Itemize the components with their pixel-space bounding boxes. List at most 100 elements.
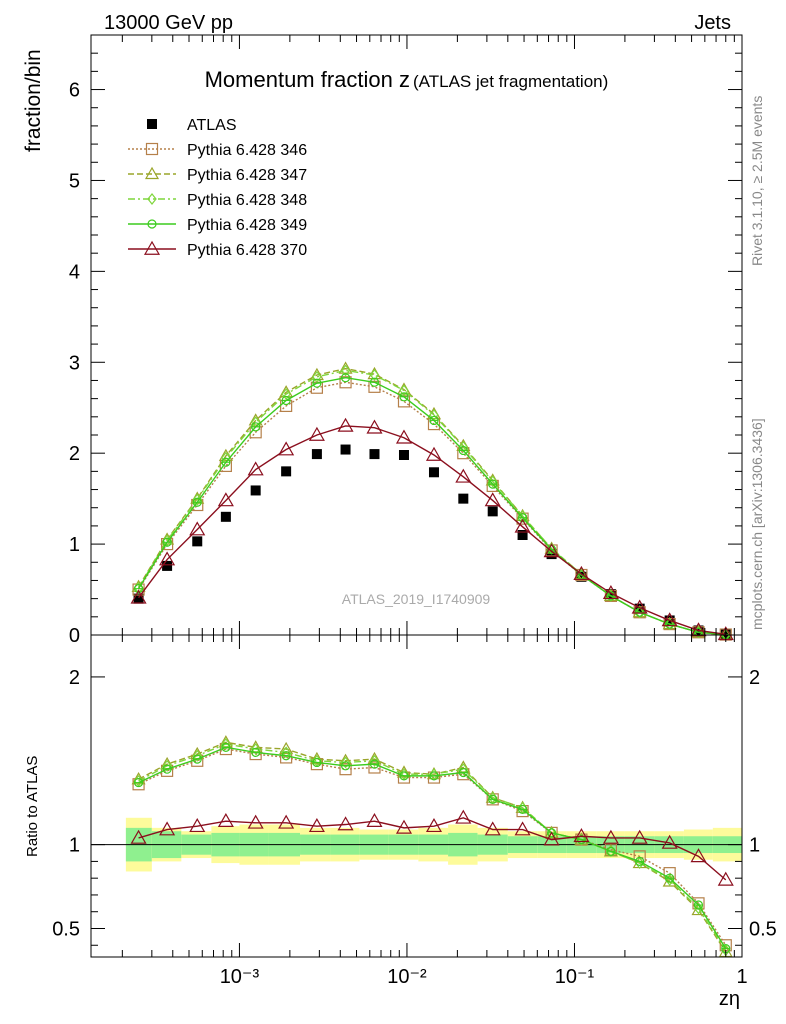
data-point — [278, 441, 295, 456]
data-point — [366, 419, 383, 434]
data-point — [395, 819, 413, 834]
data-point — [690, 622, 707, 637]
data-point — [395, 429, 413, 444]
series-pythia-6-428-370 — [130, 809, 734, 886]
data-point — [281, 388, 291, 401]
data-point — [543, 831, 560, 846]
data-point — [458, 493, 469, 504]
legend-marker — [143, 240, 161, 255]
data-point — [220, 511, 231, 522]
legend-entry: Pythia 6.428 346 — [128, 142, 307, 159]
data-point — [428, 467, 439, 478]
series-pythia-6-428-349 — [133, 742, 731, 954]
series-line — [138, 748, 727, 946]
ratio-y-tick-labels: 0.5 0.5 1 1 2 2 — [52, 667, 777, 941]
series-line — [138, 425, 726, 635]
legend-marker — [144, 166, 160, 180]
y-tick-label: 1 — [69, 534, 80, 556]
legend-marker — [145, 142, 159, 156]
x-tick-label: 10⁻² — [387, 966, 427, 988]
series-line — [138, 817, 727, 881]
series-pythia-6-428-349 — [133, 373, 731, 640]
data-point — [425, 446, 443, 461]
data-point — [221, 738, 231, 750]
y-tick-label-right: 1 — [749, 835, 760, 857]
ratio-y-axis-label: Ratio to ATLAS — [24, 756, 41, 857]
data-point — [573, 565, 590, 580]
data-point — [312, 370, 322, 383]
data-point — [247, 814, 264, 829]
legend-label: Pythia 6.428 370 — [187, 242, 307, 259]
data-point — [369, 449, 380, 460]
data-point — [693, 902, 704, 915]
main-chart-subtitle: (ATLAS jet fragmentation) — [413, 72, 608, 91]
data-point — [631, 599, 648, 614]
y-tick-label: 3 — [69, 352, 80, 374]
data-point — [605, 589, 616, 600]
data-point — [425, 817, 443, 833]
analysis-watermark: ATLAS_2019_I1740909 — [342, 591, 491, 607]
legend-entry: Pythia 6.428 347 — [128, 166, 307, 184]
x-tick-label: 1 — [736, 966, 747, 988]
data-point — [192, 536, 203, 547]
data-point — [396, 765, 412, 778]
x-tick-label: 10⁻¹ — [555, 966, 595, 988]
data-point — [368, 761, 381, 774]
data-point — [340, 756, 351, 769]
data-point — [455, 809, 472, 824]
x-tick-labels: 10⁻³ 10⁻² 10⁻¹ 1 — [220, 966, 748, 988]
data-point — [159, 821, 176, 836]
data-point — [458, 763, 469, 776]
data-point — [514, 821, 531, 836]
data-point — [631, 829, 648, 844]
data-point — [308, 817, 325, 833]
y-tick-label: 2 — [69, 443, 80, 465]
data-point — [514, 518, 531, 533]
y-tick-label-right: 2 — [749, 667, 760, 689]
main-panel: 0 1 2 3 4 5 6 fraction/bin Momentum fraction z… — [22, 34, 743, 647]
y-tick-label: 0.5 — [52, 918, 80, 940]
data-point — [368, 380, 381, 393]
data-point — [159, 551, 176, 566]
legend-marker — [147, 119, 157, 129]
data-point — [517, 530, 528, 540]
data-point — [133, 593, 144, 604]
data-point — [339, 376, 352, 389]
data-point — [162, 560, 173, 571]
data-point — [337, 816, 354, 831]
data-point — [717, 871, 734, 886]
data-point — [690, 848, 707, 863]
data-point — [281, 466, 292, 477]
ratio-panel: 0.5 0.51 12 2 Ratio to ATLAS 10⁻³ 10⁻² 10⁻¹ 1 … — [24, 634, 777, 1010]
data-point — [484, 821, 501, 836]
legend: ATLAS Pythia 6.428 346 Pythia 6.428 347 Pyt… — [128, 117, 307, 259]
data-point — [308, 426, 325, 441]
data-point — [661, 612, 678, 627]
main-series-layer — [130, 361, 734, 641]
data-point — [340, 444, 351, 455]
main-chart-title: Momentum fraction z — [205, 67, 410, 92]
data-point — [217, 492, 234, 507]
y-tick-label: 1 — [69, 835, 80, 857]
data-point — [130, 829, 147, 844]
data-point — [576, 833, 587, 846]
data-point — [661, 834, 678, 849]
legend-label: Pythia 6.428 348 — [187, 192, 307, 209]
data-point — [398, 450, 409, 460]
data-point — [486, 793, 499, 806]
main-y-tick-labels: 0 1 2 3 4 5 6 — [69, 80, 80, 647]
data-point — [162, 759, 172, 772]
data-point — [455, 468, 472, 483]
y-tick-label: 0 — [69, 625, 80, 647]
y-tick-label-right: 0.5 — [749, 918, 777, 940]
legend-label: Pythia 6.428 347 — [187, 167, 307, 184]
data-point — [192, 749, 203, 762]
data-point — [339, 763, 352, 776]
data-point — [250, 485, 261, 496]
data-point — [189, 817, 206, 833]
legend-marker — [147, 193, 157, 205]
data-point — [281, 746, 291, 759]
data-point — [576, 571, 587, 582]
y-tick-label: 2 — [69, 667, 80, 689]
